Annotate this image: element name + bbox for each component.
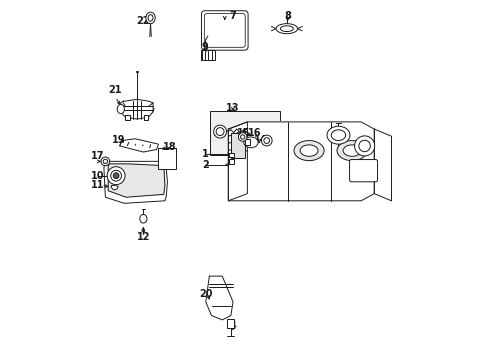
Polygon shape: [108, 164, 164, 197]
Ellipse shape: [354, 136, 374, 156]
Bar: [210, 111, 280, 155]
Ellipse shape: [330, 130, 345, 140]
Ellipse shape: [101, 157, 109, 166]
Polygon shape: [121, 99, 153, 119]
Text: 15: 15: [237, 128, 250, 138]
Ellipse shape: [276, 24, 297, 34]
Ellipse shape: [358, 140, 369, 152]
Bar: [230, 134, 244, 158]
Ellipse shape: [113, 173, 119, 179]
Bar: [201, 50, 215, 60]
FancyBboxPatch shape: [349, 159, 377, 182]
Ellipse shape: [293, 140, 324, 161]
Ellipse shape: [148, 15, 153, 21]
Ellipse shape: [240, 135, 244, 139]
Polygon shape: [205, 276, 233, 320]
Ellipse shape: [326, 126, 349, 144]
Ellipse shape: [244, 137, 258, 148]
Text: 1: 1: [202, 149, 209, 159]
Ellipse shape: [140, 215, 147, 223]
Ellipse shape: [264, 138, 269, 143]
Text: 8: 8: [284, 11, 290, 21]
Bar: [125, 116, 129, 120]
Text: 11: 11: [91, 180, 105, 190]
Text: 19: 19: [111, 135, 125, 145]
Ellipse shape: [261, 135, 271, 146]
Text: 10: 10: [91, 171, 105, 181]
Bar: [244, 139, 250, 145]
Text: 13: 13: [226, 103, 239, 113]
Text: 9: 9: [201, 42, 208, 51]
Text: 17: 17: [91, 150, 105, 161]
Ellipse shape: [117, 104, 124, 114]
Polygon shape: [120, 139, 158, 152]
Text: 16: 16: [247, 128, 261, 138]
Bar: [228, 153, 233, 157]
Text: 18: 18: [163, 142, 176, 152]
Ellipse shape: [216, 128, 224, 135]
Polygon shape: [228, 122, 247, 201]
Text: 5: 5: [357, 145, 364, 156]
Bar: [228, 159, 233, 163]
Ellipse shape: [238, 133, 246, 141]
Text: 7: 7: [229, 11, 236, 21]
Text: 2: 2: [202, 160, 209, 170]
Ellipse shape: [300, 145, 317, 156]
Bar: [144, 116, 148, 120]
Polygon shape: [373, 129, 391, 201]
Ellipse shape: [103, 159, 107, 163]
Text: 14: 14: [253, 135, 267, 145]
Polygon shape: [228, 122, 373, 201]
Text: 12: 12: [136, 232, 150, 242]
Ellipse shape: [110, 170, 121, 181]
Ellipse shape: [336, 140, 366, 161]
Bar: [158, 148, 176, 169]
Polygon shape: [104, 161, 167, 203]
FancyBboxPatch shape: [201, 11, 247, 50]
Ellipse shape: [107, 167, 125, 185]
Text: 3: 3: [327, 128, 334, 138]
Text: 4: 4: [229, 321, 236, 331]
Text: 6: 6: [357, 163, 364, 174]
Bar: [226, 319, 234, 328]
Text: 21: 21: [108, 85, 121, 95]
Ellipse shape: [343, 145, 360, 156]
Text: 20: 20: [199, 289, 212, 299]
Ellipse shape: [145, 12, 155, 24]
Ellipse shape: [213, 125, 226, 138]
Text: 22: 22: [136, 17, 150, 27]
Ellipse shape: [280, 26, 293, 32]
Polygon shape: [111, 185, 118, 190]
